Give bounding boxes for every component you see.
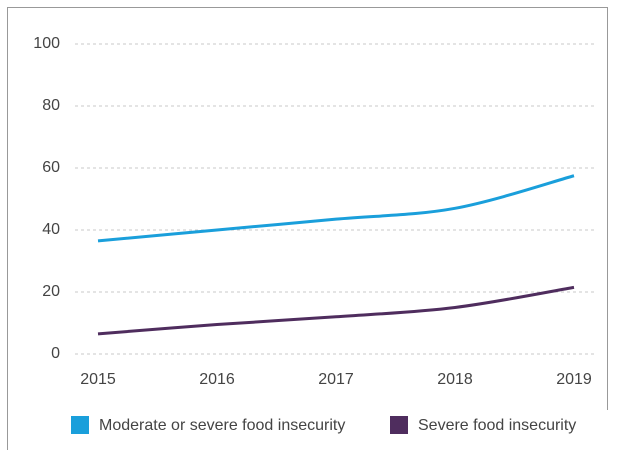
y-tick-label: 60 — [42, 159, 60, 176]
y-tick-label: 40 — [42, 221, 60, 238]
legend-swatch — [390, 416, 408, 434]
x-tick-label: 2016 — [199, 371, 235, 388]
line — [97, 174, 575, 243]
y-tick-label: 100 — [33, 35, 60, 52]
line — [97, 285, 575, 336]
legend-label: Moderate or severe food insecurity — [99, 417, 345, 434]
frame — [7, 7, 608, 450]
y-tick-label: 80 — [42, 97, 60, 114]
x-tick-label: 2018 — [437, 371, 473, 388]
legend-label: Severe food insecurity — [418, 417, 576, 434]
y-tick-label: 0 — [51, 345, 60, 362]
x-tick-label: 2019 — [556, 371, 592, 388]
x-tick-label: 2015 — [80, 371, 116, 388]
x-tick-label: 2017 — [318, 371, 354, 388]
y-tick-label: 20 — [42, 283, 60, 300]
legend-swatch — [71, 416, 89, 434]
